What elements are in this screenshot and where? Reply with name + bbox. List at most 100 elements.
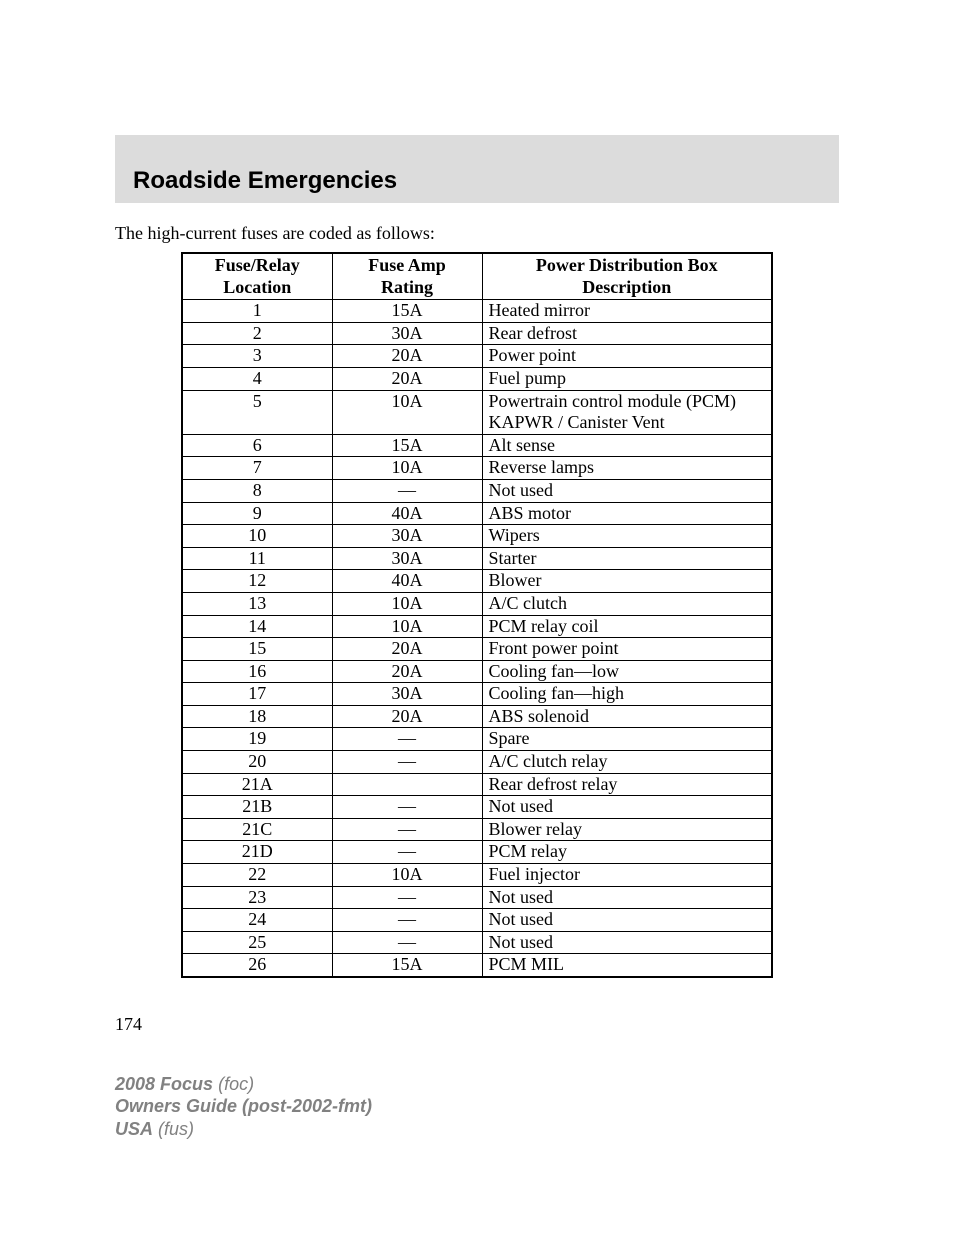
table-header-amp: Fuse Amp Rating — [332, 253, 482, 300]
cell-location: 21B — [182, 796, 332, 819]
cell-location: 20 — [182, 751, 332, 774]
cell-description: Cooling fan—high — [482, 683, 772, 706]
header-loc-line1: Fuse/Relay — [215, 255, 300, 275]
table-row: 8—Not used — [182, 479, 772, 502]
cell-amp: 10A — [332, 615, 482, 638]
cell-description: Not used — [482, 796, 772, 819]
cell-description: PCM MIL — [482, 954, 772, 977]
cell-location: 2 — [182, 322, 332, 345]
footer-line1: 2008 Focus (foc) — [115, 1073, 372, 1096]
cell-location: 17 — [182, 683, 332, 706]
cell-amp: 30A — [332, 683, 482, 706]
table-row: 115AHeated mirror — [182, 300, 772, 323]
cell-location: 22 — [182, 864, 332, 887]
cell-description: Cooling fan—low — [482, 660, 772, 683]
footer-line3: USA (fus) — [115, 1118, 372, 1141]
cell-description: Heated mirror — [482, 300, 772, 323]
page-number: 174 — [115, 1014, 954, 1035]
cell-location: 14 — [182, 615, 332, 638]
table-row: 1520AFront power point — [182, 638, 772, 661]
cell-amp — [332, 773, 482, 796]
footer: 2008 Focus (foc) Owners Guide (post-2002… — [115, 1073, 372, 1141]
cell-description: Not used — [482, 931, 772, 954]
cell-location: 13 — [182, 592, 332, 615]
table-row: 24—Not used — [182, 909, 772, 932]
table-row: 1030AWipers — [182, 525, 772, 548]
cell-location: 25 — [182, 931, 332, 954]
cell-location: 11 — [182, 547, 332, 570]
section-header-title: Roadside Emergencies — [133, 167, 397, 195]
cell-description: PCM relay coil — [482, 615, 772, 638]
table-row: 1730ACooling fan—high — [182, 683, 772, 706]
cell-description: Blower — [482, 570, 772, 593]
table-header-location: Fuse/Relay Location — [182, 253, 332, 300]
table-row: 1310AA/C clutch — [182, 592, 772, 615]
cell-location: 18 — [182, 705, 332, 728]
header-desc-line1: Power Distribution Box — [536, 255, 718, 275]
cell-description: Not used — [482, 479, 772, 502]
intro-text: The high-current fuses are coded as foll… — [115, 223, 839, 244]
cell-description: Power point — [482, 345, 772, 368]
table-row: 940AABS motor — [182, 502, 772, 525]
cell-description: Spare — [482, 728, 772, 751]
footer-line2: Owners Guide (post-2002-fmt) — [115, 1095, 372, 1118]
cell-description: Starter — [482, 547, 772, 570]
cell-location: 23 — [182, 886, 332, 909]
cell-location: 8 — [182, 479, 332, 502]
cell-description: PCM relay — [482, 841, 772, 864]
cell-description: Blower relay — [482, 818, 772, 841]
cell-location: 26 — [182, 954, 332, 977]
cell-location: 9 — [182, 502, 332, 525]
cell-description: A/C clutch — [482, 592, 772, 615]
section-header-bar: Roadside Emergencies — [115, 135, 839, 203]
table-row: 710AReverse lamps — [182, 457, 772, 480]
table-header-row: Fuse/Relay Location Fuse Amp Rating Powe… — [182, 253, 772, 300]
cell-amp: 20A — [332, 638, 482, 661]
table-row: 21C—Blower relay — [182, 818, 772, 841]
cell-description: Wipers — [482, 525, 772, 548]
cell-amp: 30A — [332, 322, 482, 345]
cell-amp: — — [332, 796, 482, 819]
table-row: 25—Not used — [182, 931, 772, 954]
table-row: 19—Spare — [182, 728, 772, 751]
cell-amp: — — [332, 841, 482, 864]
cell-location: 21A — [182, 773, 332, 796]
cell-location: 10 — [182, 525, 332, 548]
page: Roadside Emergencies The high-current fu… — [0, 0, 954, 1235]
cell-amp: — — [332, 931, 482, 954]
cell-description: Fuel pump — [482, 367, 772, 390]
table-row: 21B—Not used — [182, 796, 772, 819]
cell-description: Not used — [482, 909, 772, 932]
table-row: 2615APCM MIL — [182, 954, 772, 977]
footer-model-code: (foc) — [218, 1074, 254, 1094]
header-amp-line1: Fuse Amp — [368, 255, 446, 275]
cell-description: Fuel injector — [482, 864, 772, 887]
cell-amp: — — [332, 818, 482, 841]
table-row: 1410APCM relay coil — [182, 615, 772, 638]
cell-amp: 15A — [332, 300, 482, 323]
table-header-desc: Power Distribution Box Description — [482, 253, 772, 300]
cell-amp: 10A — [332, 457, 482, 480]
header-amp-line2: Rating — [381, 277, 433, 297]
cell-amp: 20A — [332, 705, 482, 728]
table-row: 1240ABlower — [182, 570, 772, 593]
cell-location: 7 — [182, 457, 332, 480]
cell-amp: 30A — [332, 547, 482, 570]
footer-model: 2008 Focus — [115, 1074, 213, 1094]
cell-description: ABS motor — [482, 502, 772, 525]
cell-location: 5 — [182, 390, 332, 434]
cell-amp: — — [332, 751, 482, 774]
table-row: 320APower point — [182, 345, 772, 368]
footer-region-code: (fus) — [158, 1119, 194, 1139]
cell-location: 16 — [182, 660, 332, 683]
cell-amp: 30A — [332, 525, 482, 548]
table-row: 2210AFuel injector — [182, 864, 772, 887]
cell-description: Rear defrost — [482, 322, 772, 345]
table-row: 1820AABS solenoid — [182, 705, 772, 728]
cell-amp: — — [332, 479, 482, 502]
table-row: 230ARear defrost — [182, 322, 772, 345]
cell-description: ABS solenoid — [482, 705, 772, 728]
cell-description: Reverse lamps — [482, 457, 772, 480]
footer-region: USA — [115, 1119, 153, 1139]
cell-amp: 15A — [332, 954, 482, 977]
